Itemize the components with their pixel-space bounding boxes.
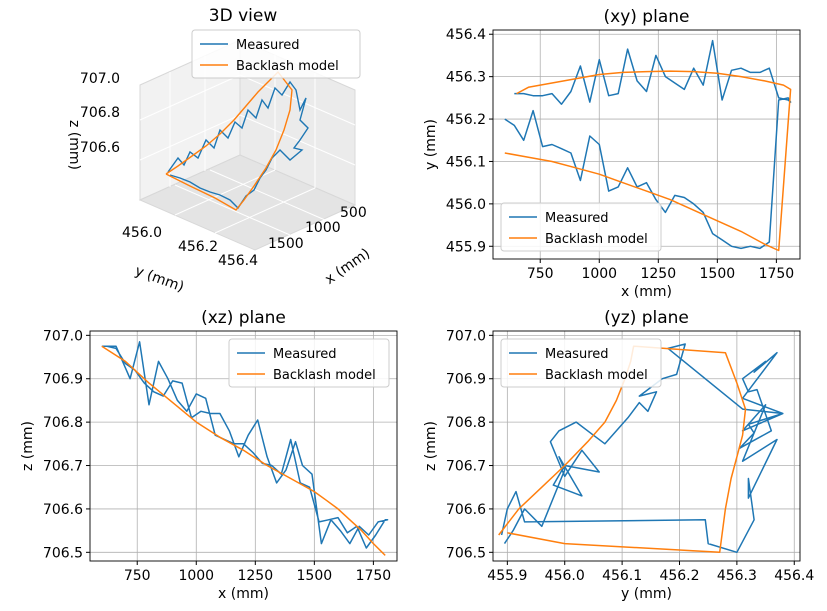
xtick-label: 1750 xyxy=(356,568,392,584)
ytick-label: 455.9 xyxy=(446,239,486,255)
xtick-label: 1000 xyxy=(178,568,214,584)
xtick-label: 750 xyxy=(527,266,554,282)
ytick-label: 456.0 xyxy=(446,197,486,213)
series-measured-yz xyxy=(500,343,784,554)
panel-yz: (yz) plane 455.9 456.0 456.1 456.2 456.3 456.4… xyxy=(423,308,814,602)
title-yz: (yz) plane xyxy=(604,308,689,328)
ylabel-xy: y (mm) xyxy=(423,119,439,170)
xtick-label: 1000 xyxy=(581,266,617,282)
ztick-3d: 707.0 xyxy=(80,71,120,87)
ytick-label: 706.9 xyxy=(43,372,83,388)
ytick-label: 706.6 xyxy=(43,502,83,518)
legend-label-model: Backlash model xyxy=(273,368,376,383)
ytick-3d: 456.2 xyxy=(178,239,218,255)
ytick-label: 707.0 xyxy=(446,328,486,344)
ytick-label: 706.7 xyxy=(446,459,486,475)
panel-xz: (xz) plane 750 1000 1250 1500 1750 706.5 706.6 7… xyxy=(20,308,398,602)
ytick-label: 706.6 xyxy=(446,502,486,518)
axes-frame-yz xyxy=(492,330,801,562)
xlabel-xz: x (mm) xyxy=(218,586,269,602)
ylabel-3d: y (mm) xyxy=(133,263,186,295)
xtick-label: 456.2 xyxy=(659,568,699,584)
ytick-label: 706.7 xyxy=(43,459,83,475)
legend-label-measured: Measured xyxy=(236,38,300,53)
zlabel-3d: z (mm) xyxy=(66,120,82,170)
series-model-xz xyxy=(101,345,386,556)
ytick-label: 456.2 xyxy=(446,112,486,128)
legend-label-model: Backlash model xyxy=(545,368,648,383)
ytick-label: 456.1 xyxy=(446,154,486,170)
legend-label-measured: Measured xyxy=(545,347,609,362)
xlabel-yz: y (mm) xyxy=(621,586,672,602)
xtick-label: 456.0 xyxy=(545,568,585,584)
legend-box-xz xyxy=(228,338,390,388)
series-model-yz xyxy=(498,345,747,554)
xlabel-3d: x (mm) xyxy=(322,246,373,288)
legend-box-xy xyxy=(500,202,662,252)
title-3d: 3D view xyxy=(209,6,278,26)
legend-label-measured: Measured xyxy=(273,347,337,362)
ylabel-xz: z (mm) xyxy=(20,421,36,471)
legend-label-measured: Measured xyxy=(545,211,609,226)
xtick-label: 750 xyxy=(124,568,151,584)
xtick-label: 1500 xyxy=(297,568,333,584)
ztick-3d: 706.6 xyxy=(80,140,120,156)
ytick-label: 706.8 xyxy=(43,415,83,431)
legend-3d: Measured Backlash model xyxy=(191,29,361,79)
xtick-label: 1250 xyxy=(237,568,273,584)
ytick-label: 456.3 xyxy=(446,70,486,86)
title-xy: (xy) plane xyxy=(604,7,690,27)
xtick-label: 1750 xyxy=(759,266,795,282)
ytick-3d: 456.0 xyxy=(122,225,162,241)
ytick-label: 456.4 xyxy=(446,27,486,43)
axes-frame-xz xyxy=(89,330,398,562)
panel-xy: (xy) plane 750 1000 1250 1500 1750 455.9 456.0 4… xyxy=(423,7,801,300)
panel-3d: 3D view 707.0 706.8 706.6 z (mm) 456.0 4… xyxy=(66,6,373,295)
ytick-label: 706.5 xyxy=(43,545,83,561)
series-model-3d xyxy=(165,70,293,211)
series-model-xy xyxy=(504,70,792,252)
ytick-label: 706.5 xyxy=(446,545,486,561)
series-measured-xz xyxy=(101,341,389,549)
legend-label-model: Backlash model xyxy=(545,232,648,247)
ytick-label: 706.8 xyxy=(446,415,486,431)
legend-box-yz xyxy=(500,338,662,388)
xtick-label: 456.4 xyxy=(774,568,814,584)
legend-label-model: Backlash model xyxy=(236,59,339,74)
title-xz: (xz) plane xyxy=(201,308,286,328)
xtick-3d: 1000 xyxy=(305,220,341,236)
xtick-label: 456.3 xyxy=(717,568,757,584)
xtick-label: 455.9 xyxy=(487,568,527,584)
axes-frame-xy xyxy=(492,29,801,260)
xtick-3d: 500 xyxy=(340,205,367,221)
ytick-label: 707.0 xyxy=(43,328,83,344)
xtick-label: 456.1 xyxy=(602,568,642,584)
xlabel-xy: x (mm) xyxy=(621,284,672,300)
xtick-label: 1250 xyxy=(640,266,676,282)
ytick-3d: 456.4 xyxy=(218,253,258,269)
ytick-label: 706.9 xyxy=(446,372,486,388)
ztick-3d: 706.8 xyxy=(80,105,120,121)
xtick-label: 1500 xyxy=(700,266,736,282)
xtick-3d: 1500 xyxy=(268,236,304,252)
legend-box-3d xyxy=(191,29,361,79)
pane-floor xyxy=(138,154,357,251)
ylabel-yz: z (mm) xyxy=(423,421,439,471)
